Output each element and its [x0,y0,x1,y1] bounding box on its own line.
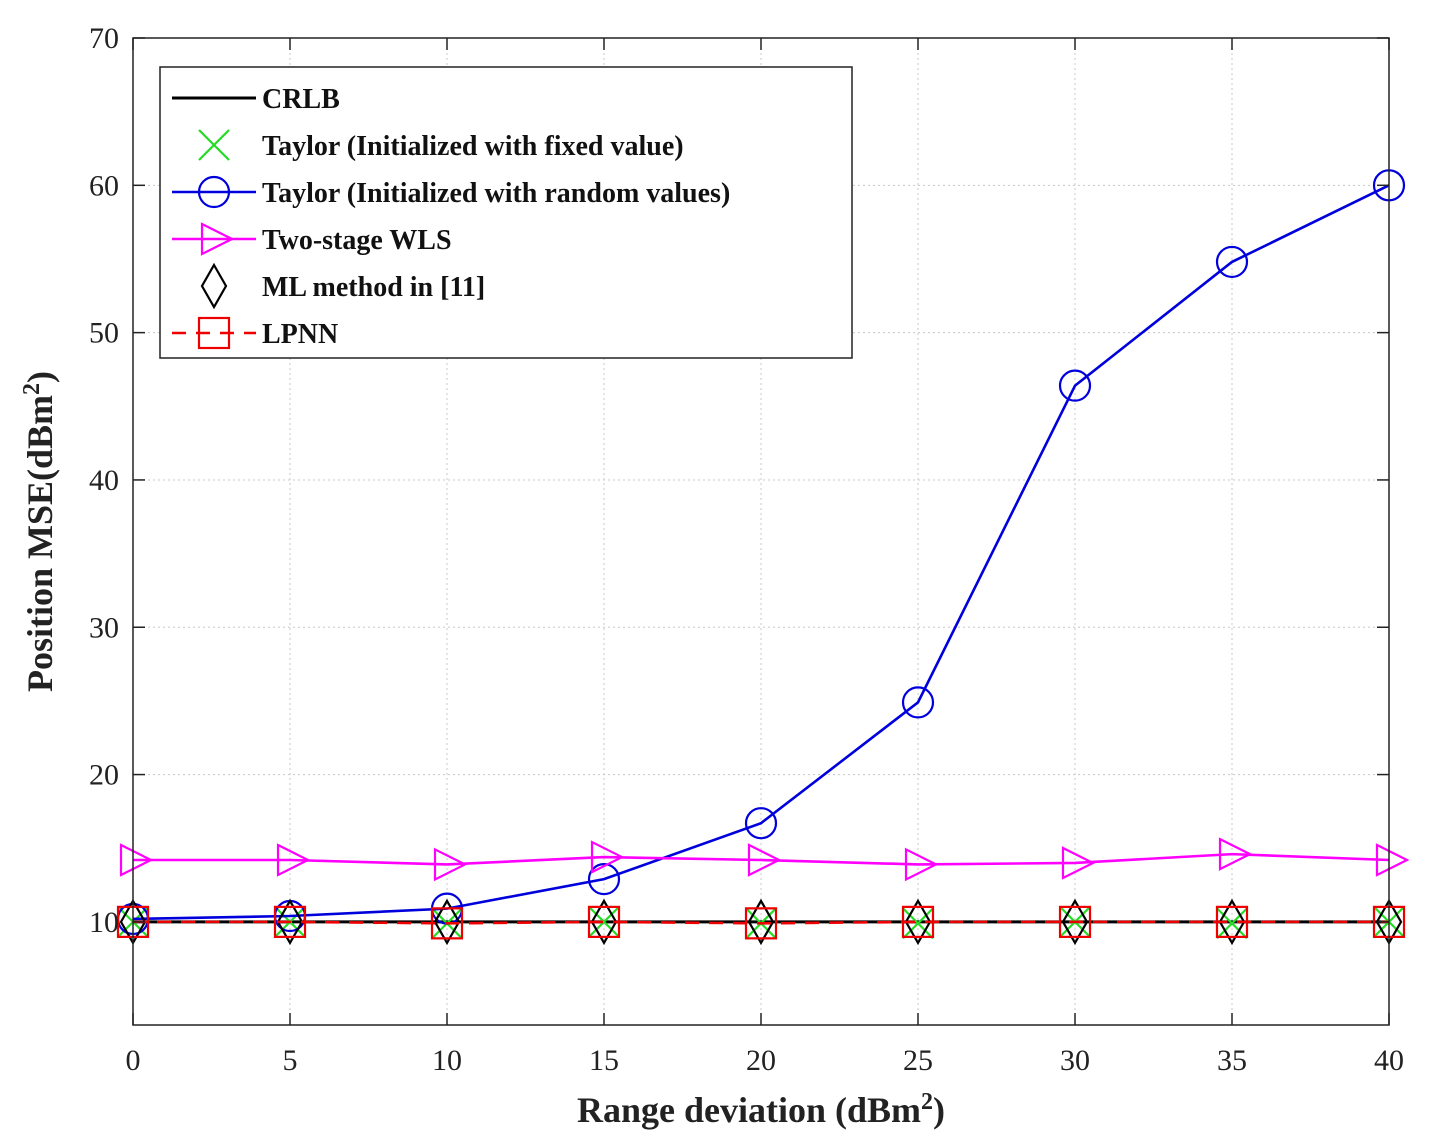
x-tick-label: 30 [1060,1044,1090,1077]
series-line-taylor-initialized-with-random-values [132,184,1390,921]
y-tick-label: 60 [89,169,119,202]
series-line-two-stage-wls [133,852,1390,866]
y-tick-label: 50 [89,317,119,350]
legend-label: Taylor (Initialized with random values) [262,178,730,209]
legend-entry-two-stage-wls: Two-stage WLS [172,222,452,256]
x-tick-label: 5 [283,1044,298,1077]
y-tick-label: 40 [89,464,119,497]
data-point-taylor-initialized-with-random-values [1058,369,1092,402]
x-tick-label: 35 [1217,1044,1247,1077]
data-point-lpnn [430,907,464,940]
legend: CRLB Taylor (Initialized with fixed value… [159,66,853,359]
data-point-taylor-initialized-with-fixed-value [588,906,620,938]
legend-label: Two-stage WLS [262,225,452,256]
data-point-two-stage-wls [276,843,311,877]
data-point-lpnn [587,905,621,938]
legend-entry-ml-method-in-11: ML method in [11] [200,262,485,310]
data-point-taylor-initialized-with-fixed-value [902,907,934,940]
x-tick-label: 10 [432,1044,462,1077]
legend-box [159,66,853,359]
ticks: 0 5 10 15 20 25 30 35 40 10 20 30 40 50 60 70 [89,22,1404,1077]
legend-entry-taylor-initialized-with-fixed-value: Taylor (Initialized with fixed value) [198,129,684,162]
y-tick-label: 70 [89,22,119,55]
x-tick-label: 25 [903,1044,933,1077]
legend-marker [198,129,230,161]
legend-marker [200,222,235,256]
data-point-two-stage-wls [1218,837,1253,871]
data-point-two-stage-wls [1375,843,1410,877]
data-point-ml-method-in-11 [590,898,618,946]
legend-label: CRLB [262,84,340,115]
legend-marker [197,316,231,350]
data-point-two-stage-wls [590,840,625,874]
x-axis-title-superscript: 2 [921,1089,933,1115]
data-point-ml-method-in-11 [904,898,932,946]
y-tick-label: 30 [89,611,119,644]
x-tick-label: 0 [126,1044,141,1077]
data-point-two-stage-wls [747,843,782,877]
legend-label: LPNN [262,319,338,350]
legend-marker [200,262,228,310]
data-point-ml-method-in-11 [1218,898,1246,946]
legend-entry-lpnn: LPNN [172,316,338,350]
data-point-two-stage-wls [433,847,468,882]
legend-label: Taylor (Initialized with fixed value) [262,131,684,162]
data-point-taylor-initialized-with-random-values [744,807,778,840]
data-point-taylor-initialized-with-random-values [587,863,621,896]
legend-label: ML method in [11] [262,272,485,303]
data-point-two-stage-wls [119,843,154,877]
data-point-taylor-initialized-with-random-values [901,686,935,719]
data-point-ml-method-in-11 [276,898,304,946]
data-point-lpnn [1215,905,1249,938]
x-tick-label: 15 [589,1044,619,1077]
y-axis-title: Position MSE(dBm2) [19,371,60,692]
x-tick-label: 20 [746,1044,776,1077]
data-point-lpnn [1058,905,1092,938]
legend-marker [197,175,231,209]
data-point-ml-method-in-11 [747,898,775,946]
x-axis-title: Range deviation (dBm2) [577,1089,945,1130]
y-axis-title-superscript: 2 [19,383,45,395]
data-point-taylor-initialized-with-fixed-value [1216,907,1248,940]
x-tick-label: 40 [1374,1044,1404,1077]
data-point-two-stage-wls [1061,846,1096,880]
series-two-stage-wls [119,837,1410,882]
data-point-ml-method-in-11 [1061,898,1089,946]
legend-entry-taylor-initialized-with-random-values: Taylor (Initialized with random values) [172,175,730,209]
y-tick-label: 10 [89,906,119,939]
data-point-lpnn [744,907,778,940]
series-line-lpnn [133,920,1389,925]
data-point-taylor-initialized-with-random-values [1215,245,1249,279]
data-point-ml-method-in-11 [433,898,461,946]
data-point-two-stage-wls [904,847,939,882]
y-tick-label: 20 [89,759,119,792]
data-point-lpnn [901,905,935,938]
data-point-lpnn [273,905,307,938]
legend-entry-crlb: CRLB [172,84,340,115]
